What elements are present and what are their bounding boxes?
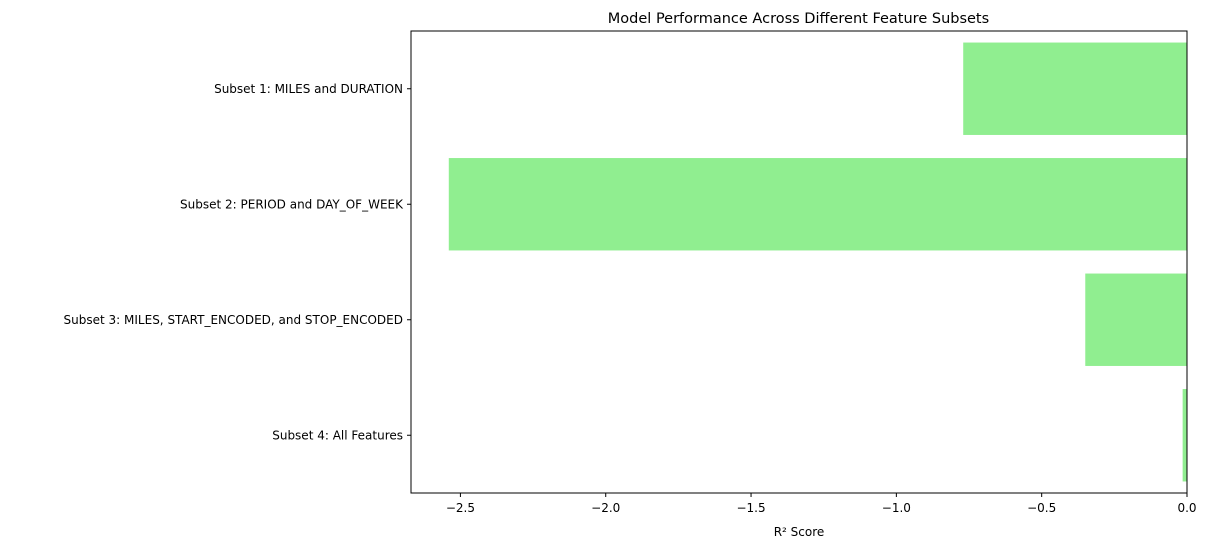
bar-3 (1085, 273, 1187, 366)
x-tick-label: −2.0 (591, 501, 620, 515)
x-tick-label: −0.5 (1027, 501, 1056, 515)
x-tick-label: −2.5 (446, 501, 475, 515)
bar-1 (963, 42, 1187, 135)
bars-group (448, 42, 1187, 482)
bar-2 (448, 158, 1187, 251)
x-axis-label: R² Score (774, 525, 825, 539)
bar-4 (1182, 389, 1187, 482)
x-tick-label: −1.0 (882, 501, 911, 515)
chart-title: Model Performance Across Different Featu… (608, 11, 989, 27)
y-axis-ticks: Subset 1: MILES and DURATION Subset 2: PE… (64, 82, 411, 442)
y-tick-label: Subset 3: MILES, START_ENCODED, and STOP… (64, 313, 403, 327)
y-tick-label: Subset 2: PERIOD and DAY_OF_WEEK (180, 197, 404, 211)
x-tick-label: −1.5 (736, 501, 765, 515)
y-tick-label: Subset 4: All Features (272, 428, 403, 442)
y-tick-label: Subset 1: MILES and DURATION (214, 82, 403, 96)
x-tick-label: 0.0 (1177, 501, 1196, 515)
x-axis-ticks: −2.5 −2.0 −1.5 −1.0 −0.5 0.0 (446, 493, 1197, 515)
plot-frame (410, 30, 1188, 494)
